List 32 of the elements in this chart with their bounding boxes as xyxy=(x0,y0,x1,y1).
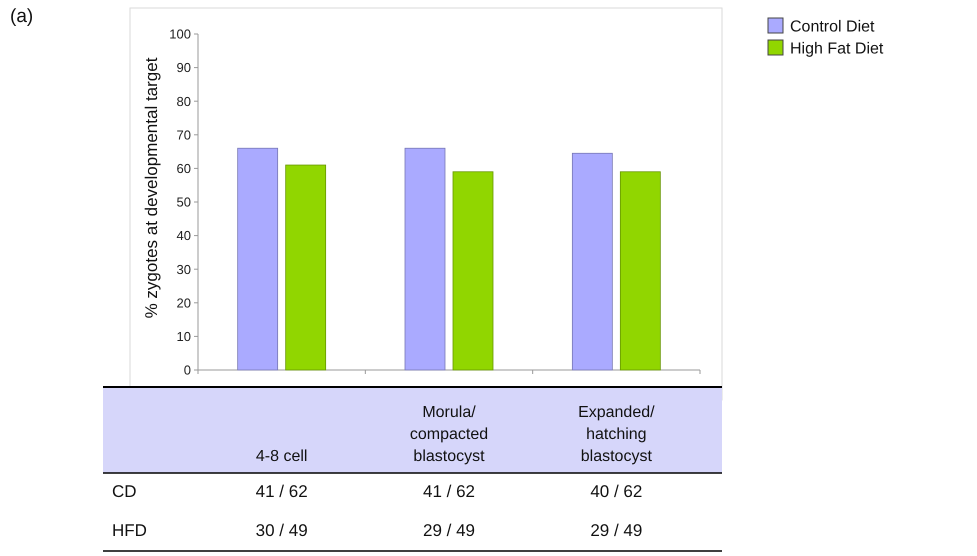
x-tick-label: 4-8 cell xyxy=(256,448,308,465)
text: 41 / 62 xyxy=(256,482,308,501)
y-tick-label: 70 xyxy=(176,127,191,142)
text: HFD xyxy=(112,520,147,540)
bar xyxy=(237,148,278,370)
text: 29 / 49 xyxy=(423,520,475,540)
text: (a) xyxy=(10,6,34,27)
text: 29 / 49 xyxy=(590,520,642,540)
bar xyxy=(404,148,446,370)
y-axis-title: % zygotes at developmental target xyxy=(142,57,161,318)
text: 41 / 62 xyxy=(423,482,475,501)
y-tick-label: 80 xyxy=(176,94,191,109)
text: CD xyxy=(112,482,137,501)
y-tick-label: 40 xyxy=(176,228,191,244)
x-tick-label: Expanded/ hatching blastocyst xyxy=(578,404,656,465)
y-tick-label: 10 xyxy=(176,328,191,344)
y-tick-label: 50 xyxy=(176,194,191,210)
bar xyxy=(452,171,494,370)
legend-label: Control Diet xyxy=(790,18,876,36)
legend-label: High Fat Diet xyxy=(790,40,884,58)
y-tick-label: 0 xyxy=(184,362,191,378)
text: 30 / 49 xyxy=(256,520,308,540)
y-tick-label: 60 xyxy=(176,160,191,176)
x-tick-label: Morula/ compacted blastocyst xyxy=(410,404,488,465)
y-tick-label: 30 xyxy=(176,262,191,277)
text: 40 / 62 xyxy=(590,482,642,501)
y-tick-label: 90 xyxy=(176,60,191,76)
bar xyxy=(620,171,661,370)
bar xyxy=(285,164,326,370)
y-tick-label: 20 xyxy=(176,295,191,310)
y-tick-label: 100 xyxy=(169,26,191,42)
bar xyxy=(572,152,613,370)
